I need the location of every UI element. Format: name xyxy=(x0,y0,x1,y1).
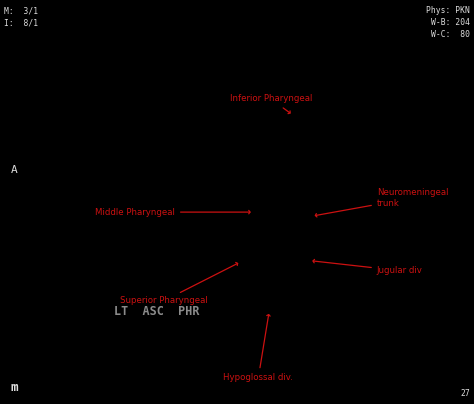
Text: Middle Pharyngeal: Middle Pharyngeal xyxy=(95,208,250,217)
Text: Neuromeningeal
trunk: Neuromeningeal trunk xyxy=(315,188,448,217)
Text: Jugular div: Jugular div xyxy=(313,259,423,275)
Text: A: A xyxy=(10,165,18,175)
Text: I:  8/1: I: 8/1 xyxy=(4,18,38,27)
Text: Inferior Pharyngeal: Inferior Pharyngeal xyxy=(230,95,312,114)
Text: m: m xyxy=(10,381,18,394)
Text: W-C:  80: W-C: 80 xyxy=(431,30,470,39)
Text: LT  ASC  PHR: LT ASC PHR xyxy=(114,305,199,318)
Text: W-B: 204: W-B: 204 xyxy=(431,18,470,27)
Text: M:  3/1: M: 3/1 xyxy=(4,6,38,15)
Text: Hypoglossal div.: Hypoglossal div. xyxy=(223,315,293,382)
Text: Superior Pharyngeal: Superior Pharyngeal xyxy=(119,263,237,305)
Text: 27: 27 xyxy=(460,389,470,398)
Text: Phys: PKN: Phys: PKN xyxy=(426,6,470,15)
